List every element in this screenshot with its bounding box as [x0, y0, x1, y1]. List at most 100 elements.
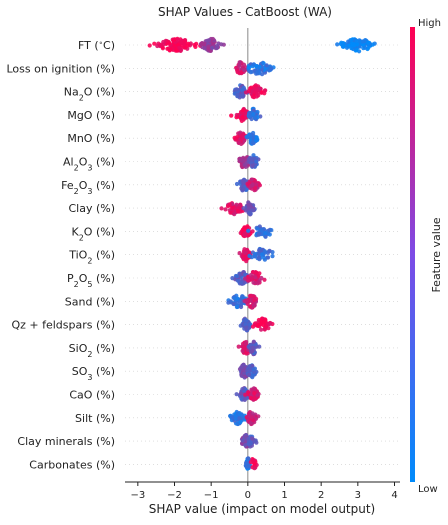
shap-point — [366, 40, 371, 45]
shap-point — [246, 202, 251, 207]
shap-point — [252, 115, 258, 120]
shap-point — [256, 252, 262, 257]
shap-point — [239, 280, 244, 285]
colorbar-low-label: Low — [418, 484, 438, 495]
shap-point — [206, 38, 211, 43]
shap-point — [167, 48, 172, 53]
shap-point — [159, 42, 164, 47]
shap-point — [262, 277, 267, 282]
shap-point — [252, 303, 257, 308]
shap-point — [260, 72, 265, 77]
shap-point — [341, 44, 346, 49]
shap-point — [259, 275, 264, 281]
shap-point — [234, 274, 239, 279]
shap-point — [234, 87, 239, 92]
shap-point — [250, 349, 255, 354]
shap-point — [248, 70, 253, 75]
shap-point — [237, 60, 242, 65]
shap-point — [248, 273, 253, 278]
shap-point — [236, 278, 241, 283]
shap-point — [263, 231, 268, 236]
shap-point — [263, 234, 268, 239]
shap-point — [250, 436, 255, 441]
shap-point — [246, 390, 251, 395]
shap-point — [257, 257, 262, 262]
shap-point — [240, 294, 245, 299]
shap-point — [251, 153, 256, 158]
shap-point — [254, 159, 259, 164]
shap-point — [175, 37, 180, 42]
shap-point — [249, 276, 254, 281]
feature-label: Fe2O3 (%) — [61, 179, 115, 196]
shap-point — [242, 67, 247, 73]
x-tick-label: 2 — [318, 490, 324, 501]
shap-point — [238, 202, 243, 207]
shap-point — [147, 43, 152, 48]
shap-point — [253, 185, 258, 190]
shap-point — [244, 255, 249, 260]
shap-point — [253, 396, 258, 401]
shap-point — [226, 300, 231, 305]
feature-label: MnO (%) — [67, 132, 115, 145]
shap-point — [241, 346, 247, 351]
shap-point — [240, 179, 245, 184]
shap-point — [266, 255, 271, 260]
x-tick-label: 3 — [355, 490, 361, 501]
shap-point — [229, 205, 234, 210]
shap-point — [246, 89, 251, 94]
shap-point — [248, 133, 253, 138]
shap-point — [242, 247, 247, 252]
shap-point — [232, 212, 237, 217]
shap-point — [232, 135, 237, 140]
shap-point — [258, 228, 263, 233]
shap-point — [230, 276, 235, 281]
shap-point — [239, 365, 244, 370]
feature-label: Clay (%) — [68, 202, 115, 215]
shap-point — [199, 41, 204, 47]
shap-point — [243, 272, 248, 277]
shap-point — [160, 46, 165, 51]
shap-point — [241, 85, 246, 90]
shap-point — [229, 113, 234, 118]
shap-point — [237, 416, 242, 421]
x-tick-label: −1 — [204, 490, 219, 501]
shap-point — [246, 206, 251, 211]
shap-point — [251, 280, 256, 285]
shap-point — [227, 202, 232, 207]
shap-point — [235, 300, 240, 305]
shap-point — [251, 112, 256, 117]
shap-point — [247, 368, 252, 373]
shap-point — [252, 391, 257, 396]
shap-point — [236, 140, 242, 145]
shap-point — [244, 318, 249, 323]
shap-point — [177, 45, 182, 50]
shap-point — [354, 38, 359, 44]
shap-point — [270, 254, 275, 259]
shap-point — [248, 439, 253, 444]
shap-point — [245, 224, 250, 229]
shap-point — [346, 39, 351, 44]
shap-point — [237, 63, 242, 68]
colorbar-title: Feature value — [430, 217, 443, 292]
shap-point — [250, 163, 255, 168]
shap-point — [250, 183, 255, 188]
shap-point — [246, 372, 251, 377]
shap-point — [360, 39, 365, 44]
shap-point — [210, 45, 215, 51]
shap-point — [255, 323, 260, 328]
shap-point — [250, 458, 255, 463]
feature-label: Carbonates (%) — [29, 458, 115, 471]
shap-point — [249, 177, 254, 182]
shap-point — [241, 135, 246, 140]
chart-title: SHAP Values - CatBoost (WA) — [158, 5, 332, 19]
shap-point — [241, 187, 246, 192]
shap-point — [174, 48, 180, 53]
shap-point — [252, 298, 257, 303]
shap-point — [240, 387, 245, 392]
shap-point — [246, 228, 251, 233]
shap-point — [167, 41, 172, 46]
feature-label: TiO2 (%) — [68, 249, 115, 266]
shap-point — [238, 391, 244, 396]
feature-label: MgO (%) — [67, 109, 115, 122]
shap-point — [250, 94, 255, 99]
